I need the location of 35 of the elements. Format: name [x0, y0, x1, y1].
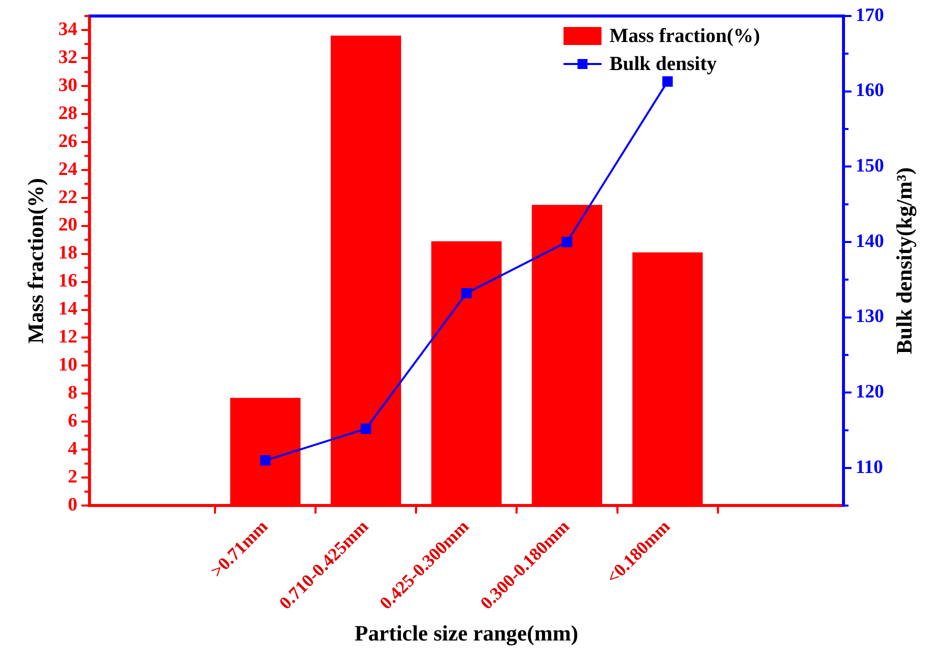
- y-tick-label: 30: [58, 74, 78, 96]
- x-axis-title: Particle size range(mm): [354, 620, 578, 646]
- y-tick-label: 4: [68, 438, 78, 460]
- y-tick-label: 12: [58, 326, 78, 348]
- y-tick-label: 26: [58, 130, 78, 152]
- y-tick-label: 18: [58, 242, 78, 264]
- y-tick-label: 10: [58, 354, 78, 376]
- y-tick-label: 28: [58, 102, 78, 124]
- y2-tick-label: 110: [856, 456, 883, 478]
- legend-label: Bulk density: [610, 53, 717, 76]
- y-tick-label: 16: [58, 270, 78, 292]
- y2-tick-label: 140: [856, 230, 884, 252]
- y-tick-label: 34: [58, 18, 78, 40]
- y-tick-label: 0: [68, 494, 78, 516]
- y2-tick-label: 130: [856, 306, 884, 328]
- y2-axis-title: Bulk density(kg/m³): [892, 167, 917, 354]
- y-tick-label: 6: [68, 410, 78, 432]
- point: [360, 424, 372, 434]
- y-tick-label: 22: [58, 186, 78, 208]
- y2-tick-label: 150: [856, 156, 884, 177]
- y2-tick-label: 120: [856, 382, 884, 403]
- y2-tick-label: 160: [856, 80, 884, 102]
- point: [461, 288, 472, 298]
- point: [662, 76, 673, 87]
- legend-label: Mass fraction(%): [610, 25, 760, 48]
- y-tick-label: 14: [58, 298, 78, 320]
- y-tick-label: 32: [58, 46, 78, 68]
- y2-tick-label: 170: [856, 4, 884, 26]
- y-tick-label: 20: [58, 214, 78, 236]
- y-tick-label: 24: [58, 158, 78, 180]
- y-axis-title: Mass fraction(%): [22, 178, 48, 344]
- point: [260, 455, 271, 466]
- point: [562, 236, 572, 248]
- y-tick-label: 8: [68, 382, 78, 404]
- y-tick-label: 2: [68, 466, 78, 488]
